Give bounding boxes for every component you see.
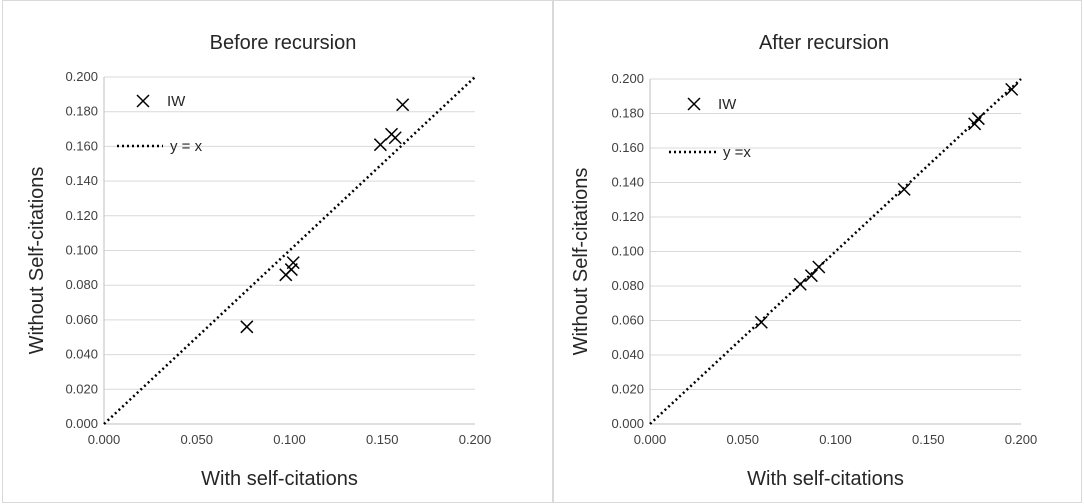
y-tick-label: 0.120: [65, 208, 98, 223]
legend-label: y =x: [723, 144, 751, 161]
y-tick-label: 0.060: [611, 313, 644, 328]
data-point-x-marker: [812, 260, 826, 274]
x-tick-label: 0.100: [819, 432, 852, 447]
y-tick-label: 0.060: [65, 312, 98, 327]
data-point-x-marker: [971, 112, 985, 126]
y-tick-label: 0.120: [611, 209, 644, 224]
y-axis-title: Without Self-citations: [26, 167, 48, 355]
legend-x-marker-icon: [687, 97, 701, 111]
data-point-x-marker: [373, 138, 387, 152]
y-tick-label: 0.000: [65, 416, 98, 431]
data-point-x-marker: [804, 269, 818, 283]
y-tick-label: 0.080: [65, 277, 98, 292]
data-point-x-marker: [388, 131, 402, 145]
y-tick-label: 0.040: [65, 347, 98, 362]
y-tick-label: 0.200: [65, 69, 98, 84]
y-tick-label: 0.180: [65, 104, 98, 119]
y-tick-label: 0.040: [611, 347, 644, 362]
x-tick-label: 0.000: [88, 432, 121, 447]
y-tick-label: 0.100: [611, 244, 644, 259]
y-tick-label: 0.020: [611, 382, 644, 397]
chart-after-recursion: 0.000 0.020 0.040 0.060 0.080 0.100 0.120 0.140…: [570, 32, 1038, 490]
x-tick-label: 0.050: [180, 432, 213, 447]
x-tick-label: 0.000: [634, 432, 667, 447]
y-tick-label: 0.080: [611, 278, 644, 293]
x-tick-label: 0.050: [726, 432, 759, 447]
data-point-x-marker: [793, 277, 807, 291]
y-tick-label: 0.180: [611, 106, 644, 121]
legend-label: IW: [167, 93, 186, 110]
chart-title: After recursion: [759, 32, 889, 54]
chart-panel-after-recursion: 0.000 0.020 0.040 0.060 0.080 0.100 0.120 0.140…: [553, 0, 1082, 503]
x-tick-label: 0.150: [912, 432, 945, 447]
x-tick-label: 0.200: [1005, 432, 1038, 447]
data-point-x-marker: [396, 98, 410, 112]
x-axis-title: With self-citations: [747, 468, 904, 490]
legend-label: IW: [718, 96, 737, 113]
x-tick-label: 0.200: [459, 432, 492, 447]
legend-label: y = x: [170, 138, 203, 155]
y-tick-label: 0.140: [65, 173, 98, 188]
data-point-x-marker: [1005, 82, 1019, 96]
y-tick-label: 0.160: [65, 138, 98, 153]
y-tick-label: 0.100: [65, 243, 98, 258]
legend-x-marker-icon: [136, 94, 150, 108]
y-tick-label: 0.200: [611, 71, 644, 86]
x-tick-label: 0.150: [366, 432, 399, 447]
x-tick-label: 0.100: [273, 432, 306, 447]
y-tick-label: 0.020: [65, 381, 98, 396]
y-tick-label: 0.000: [611, 416, 644, 431]
data-point-x-marker: [240, 320, 254, 334]
y-tick-label: 0.160: [611, 140, 644, 155]
chart-panel-before-recursion: 0.000 0.020 0.040 0.060 0.080 0.100 0.120 0.140…: [2, 0, 553, 503]
data-point-x-marker: [754, 315, 768, 329]
data-point-x-marker: [897, 182, 911, 196]
data-point-x-marker: [286, 256, 300, 270]
chart-title: Before recursion: [210, 32, 357, 54]
x-axis-title: With self-citations: [201, 468, 358, 490]
y-tick-label: 0.140: [611, 175, 644, 190]
y-axis-title: Without Self-citations: [570, 168, 592, 356]
chart-before-recursion: 0.000 0.020 0.040 0.060 0.080 0.100 0.120 0.140…: [26, 32, 492, 490]
